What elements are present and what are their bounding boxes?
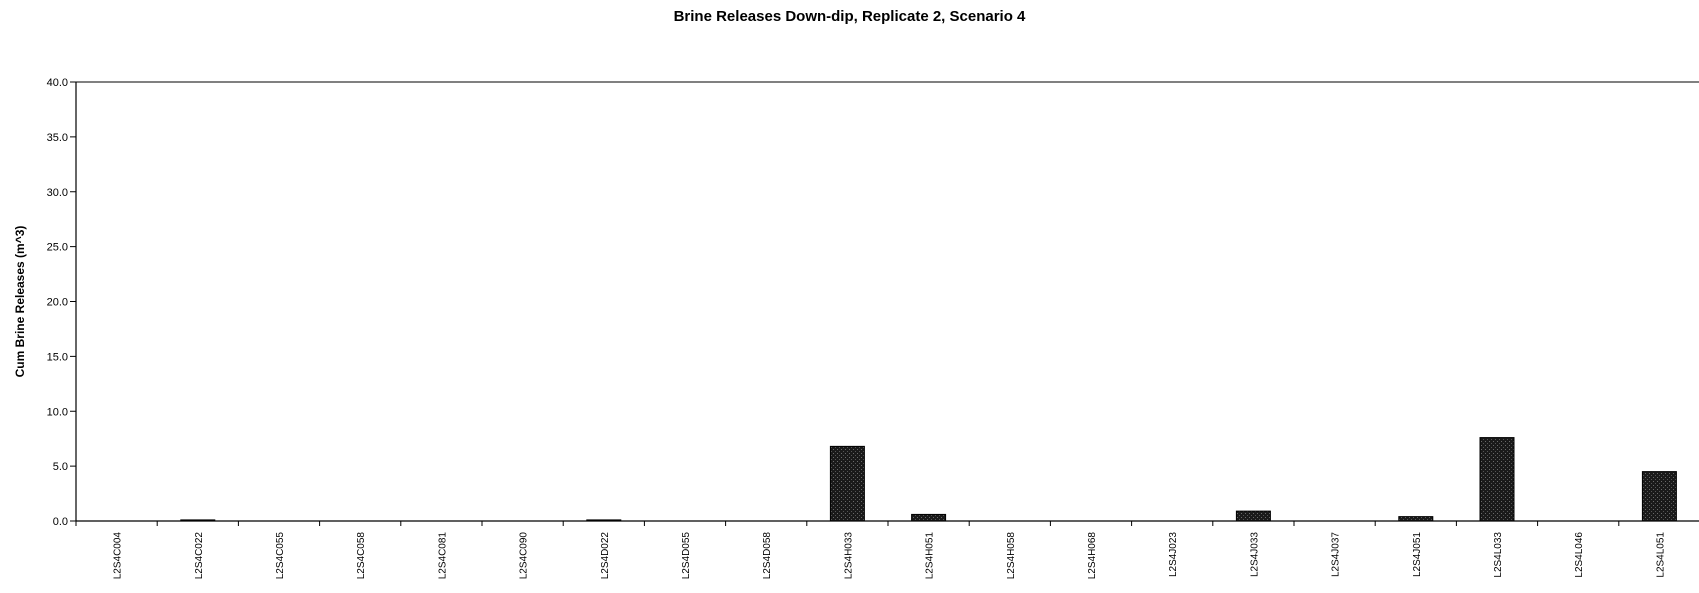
x-tick-label: L2S4H068: [1087, 532, 1098, 580]
y-tick-label: 0.0: [53, 516, 68, 528]
x-tick-label: L2S4C055: [275, 532, 286, 580]
x-tick-label: L2S4H058: [1006, 532, 1017, 580]
chart-title: Brine Releases Down-dip, Replicate 2, Sc…: [673, 8, 1026, 25]
x-tick-label: L2S4L046: [1574, 532, 1585, 578]
y-tick-label: 5.0: [53, 461, 68, 473]
x-tick-label: L2S4H051: [925, 532, 936, 580]
x-tick-label: L2S4J037: [1331, 532, 1342, 577]
x-tick-label: L2S4J033: [1249, 532, 1260, 577]
x-tick-label: L2S4C022: [194, 532, 205, 580]
y-tick-label: 20.0: [47, 297, 68, 309]
bar: [1479, 437, 1515, 522]
x-axis: L2S4C004 L2S4C022 L2S4C055 L2S4C058 L2S4C081…: [75, 521, 1666, 580]
bars: [180, 437, 1677, 522]
x-tick-label: L2S4C004: [113, 532, 124, 580]
x-tick-label: L2S4D058: [762, 532, 773, 580]
x-tick-label: L2S4D055: [681, 532, 692, 580]
y-tick-label: 15.0: [47, 351, 68, 363]
x-tick-label: L2S4L033: [1493, 532, 1504, 578]
bar: [829, 445, 865, 522]
y-tick-label: 35.0: [47, 132, 68, 144]
x-tick-label: L2S4L051: [1655, 532, 1666, 578]
y-tick-label: 10.0: [47, 406, 68, 418]
x-tick-label: L2S4D022: [600, 532, 611, 580]
y-axis-label: Cum Brine Releases (m^3): [13, 226, 27, 378]
y-axis: 0.0 5.0 10.0 15.0 20.0 25.0 30.0 35.0 40.0: [47, 77, 76, 528]
bar: [586, 519, 622, 522]
plot-area: [75, 81, 1699, 522]
x-tick-label: L2S4C081: [437, 532, 448, 580]
bar: [1398, 516, 1434, 522]
x-tick-label: L2S4H033: [843, 532, 854, 580]
x-tick-label: L2S4J051: [1412, 532, 1423, 577]
bar: [1235, 510, 1271, 522]
bar: [911, 513, 947, 522]
y-tick-label: 30.0: [47, 187, 68, 199]
x-tick-label: L2S4C058: [356, 532, 367, 580]
bar: [180, 519, 216, 522]
bar: [1641, 471, 1677, 522]
y-tick-label: 25.0: [47, 242, 68, 254]
x-tick-label: L2S4J023: [1168, 532, 1179, 577]
y-tick-label: 40.0: [47, 77, 68, 89]
x-tick-label: L2S4C090: [519, 532, 530, 580]
